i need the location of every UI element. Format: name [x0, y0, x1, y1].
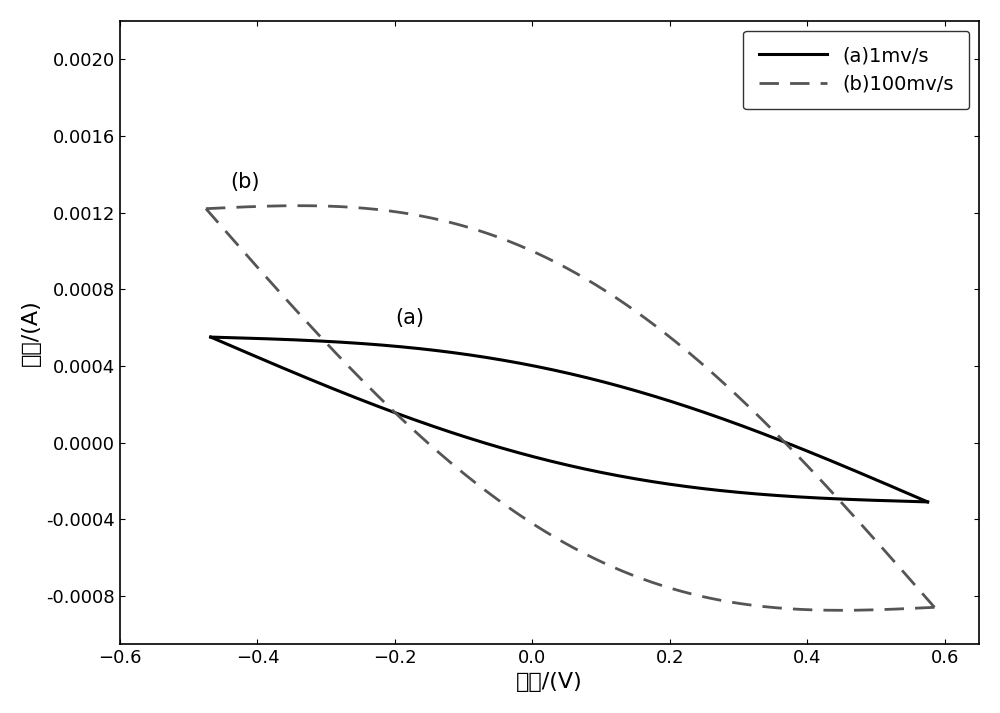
X-axis label: 电压/(V): 电压/(V): [516, 672, 583, 692]
Line: (b)100mv/s: (b)100mv/s: [206, 205, 934, 607]
Legend: (a)1mv/s, (b)100mv/s: (a)1mv/s, (b)100mv/s: [743, 31, 969, 109]
(b)100mv/s: [634, 310, 646, 319]
(b)100mv/s: [816, 478, 828, 486]
(a)1mv/s: [629, 386, 641, 395]
Text: (b): (b): [230, 172, 259, 192]
(b)100mv/s: [293, 201, 305, 210]
(a)1mv/s: [632, 387, 644, 396]
(b)100mv/s: [636, 312, 648, 320]
(a)1mv/s: [922, 498, 934, 506]
(a)1mv/s: [643, 391, 655, 399]
Line: (a)1mv/s: (a)1mv/s: [211, 337, 928, 502]
Text: (a): (a): [395, 308, 424, 328]
(a)1mv/s: [854, 469, 866, 478]
(a)1mv/s: [809, 450, 821, 458]
(b)100mv/s: [200, 205, 212, 213]
(b)100mv/s: [863, 528, 875, 537]
(a)1mv/s: [207, 333, 219, 342]
Y-axis label: 电流/(A): 电流/(A): [21, 299, 41, 366]
(b)100mv/s: [928, 603, 940, 612]
(a)1mv/s: [205, 333, 217, 342]
(b)100mv/s: [648, 321, 660, 329]
(b)100mv/s: [202, 204, 214, 212]
